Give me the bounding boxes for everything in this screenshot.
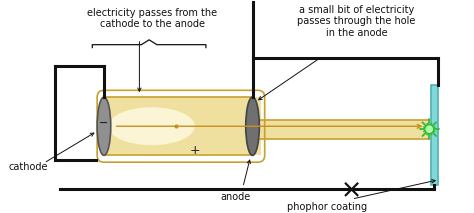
Bar bbox=[104, 97, 261, 155]
Text: electricity passes from the
cathode to the anode: electricity passes from the cathode to t… bbox=[87, 8, 218, 29]
Text: −: − bbox=[99, 117, 109, 127]
Text: a small bit of electricity
passes through the hole
in the anode: a small bit of electricity passes throug… bbox=[297, 5, 416, 38]
Ellipse shape bbox=[246, 97, 259, 155]
Ellipse shape bbox=[97, 97, 111, 155]
Ellipse shape bbox=[108, 107, 195, 145]
Text: cathode: cathode bbox=[9, 162, 48, 172]
Bar bbox=[253, 120, 429, 139]
Text: phophor coating: phophor coating bbox=[287, 202, 367, 212]
Text: anode: anode bbox=[220, 192, 250, 202]
Bar bbox=[431, 85, 438, 184]
Ellipse shape bbox=[425, 125, 434, 134]
Text: +: + bbox=[190, 144, 201, 157]
